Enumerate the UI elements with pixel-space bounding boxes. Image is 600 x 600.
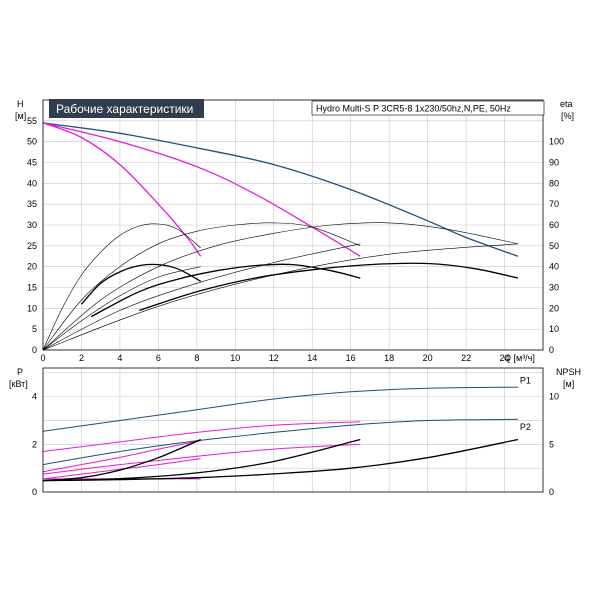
- y2-tick-label: 30: [549, 283, 559, 293]
- y-tick-label: 35: [27, 199, 37, 209]
- lower-plot-frame: [42, 367, 544, 493]
- y-axis-label-p: P: [17, 367, 23, 377]
- p-tick-label: 0: [32, 487, 37, 497]
- y-tick-label: 20: [27, 262, 37, 272]
- upper-eta-curve-4: [139, 262, 519, 312]
- y2-tick-label: 100: [549, 137, 564, 147]
- y2-tick-label: 60: [549, 220, 559, 230]
- x-tick-label: 8: [194, 353, 199, 363]
- y-tick-label: 50: [27, 137, 37, 147]
- y-tick-label: 55: [27, 116, 37, 126]
- x-tick-label: 16: [346, 353, 356, 363]
- y2-tick-label: 50: [549, 241, 559, 251]
- x-tick-label: 20: [423, 353, 433, 363]
- lower-p-max-curve-1: [42, 418, 519, 466]
- x-tick-label: 22: [461, 353, 471, 363]
- lower-grid: [42, 368, 543, 492]
- lower-series: [42, 386, 519, 482]
- y2-tick-label: 70: [549, 199, 559, 209]
- x-tick-label: 14: [307, 353, 317, 363]
- y2-tick-label: 20: [549, 303, 559, 313]
- y-tick-label: 45: [27, 158, 37, 168]
- upper-h-max-curve-0: [42, 122, 519, 257]
- upper-h-part-curve-1: [42, 122, 361, 257]
- lower-p-max-curve-0: [42, 386, 519, 432]
- y-axis-unit-h: [м]: [15, 111, 26, 121]
- x-axis-label-q: Q [м³/ч]: [504, 353, 535, 363]
- lower-npsh-curve-9: [42, 438, 201, 482]
- x-tick-label: 12: [269, 353, 279, 363]
- lower-p-part-curve-3: [42, 443, 361, 475]
- upper-eta-curve-9: [42, 266, 201, 351]
- lower-npsh-curve-8: [42, 438, 361, 482]
- y-tick-label: 0: [32, 345, 37, 355]
- chart-subtitle: Hydro Multi-S P 3CR5-8 1x230/50hz,N,PE, …: [316, 104, 511, 114]
- lower-p-part-curve-2: [42, 421, 361, 452]
- upper-eta-curve-7: [42, 222, 361, 351]
- y2-tick-label: 90: [549, 158, 559, 168]
- y2-axis-unit-eta: [%]: [561, 111, 574, 121]
- y-tick-label: 10: [27, 303, 37, 313]
- lower-npsh-curve-7: [42, 438, 519, 482]
- annotation-p2: P2: [520, 422, 531, 432]
- p-tick-label: 4: [32, 392, 37, 402]
- chart-title: Рабочие характеристики: [56, 102, 193, 116]
- upper-ticks: 0 2 4 6 8 10 12 14 16 18 20 22 240510152025303540455…: [27, 116, 564, 363]
- upper-eta-curve-3: [90, 263, 361, 318]
- upper-eta-curve-8: [42, 222, 519, 351]
- y-tick-label: 5: [32, 324, 37, 334]
- y2-tick-label: 80: [549, 178, 559, 188]
- npsh-tick-label: 5: [549, 439, 554, 449]
- title-box: [49, 99, 204, 118]
- y-axis-label-h: H: [17, 99, 24, 109]
- y-tick-label: 30: [27, 220, 37, 230]
- upper-eta-curve-6: [42, 223, 201, 351]
- npsh-tick-label: 0: [549, 487, 554, 497]
- x-tick-label: 24: [500, 353, 510, 363]
- lower-ticks: 0 2 4 0 5 10: [32, 392, 559, 497]
- y2-tick-label: 10: [549, 324, 559, 334]
- y-tick-label: 40: [27, 178, 37, 188]
- x-tick-label: 4: [117, 353, 122, 363]
- upper-panel: 0 2 4 6 8 10 12 14 16 18 20 22 240510152025303540455…: [15, 99, 574, 363]
- lower-p-part-curve-5: [42, 458, 201, 480]
- y2-axis-label-eta: eta: [560, 99, 573, 109]
- y-axis-unit-p: [кВт]: [9, 379, 28, 389]
- lower-p-part-curve-4: [42, 440, 201, 473]
- y2-tick-label: 0: [549, 345, 554, 355]
- y2-axis-label-npsh: NPSH: [556, 367, 581, 377]
- upper-series: [42, 122, 519, 351]
- x-tick-label: 6: [156, 353, 161, 363]
- x-tick-label: 10: [230, 353, 240, 363]
- y2-axis-unit-npsh: [м]: [563, 379, 574, 389]
- upper-eta-curve-5: [81, 263, 202, 305]
- y-tick-label: 25: [27, 241, 37, 251]
- upper-eta-curve-10: [42, 243, 361, 351]
- subtitle-box: [311, 100, 545, 116]
- x-tick-label: 18: [384, 353, 394, 363]
- x-tick-label: 2: [79, 353, 84, 363]
- upper-h-part-curve-2: [42, 122, 202, 257]
- upper-eta-curve-11: [42, 243, 519, 351]
- y-tick-label: 15: [27, 283, 37, 293]
- p-tick-label: 2: [32, 439, 37, 449]
- y2-tick-label: 40: [549, 262, 559, 272]
- lower-panel: 0 2 4 0 5 10 P [кВт] NPSH [м] P1 P2: [9, 367, 581, 497]
- x-tick-label: 0: [40, 353, 45, 363]
- annotation-p1: P1: [520, 376, 531, 386]
- npsh-tick-label: 10: [549, 392, 559, 402]
- upper-plot-frame: [42, 99, 544, 351]
